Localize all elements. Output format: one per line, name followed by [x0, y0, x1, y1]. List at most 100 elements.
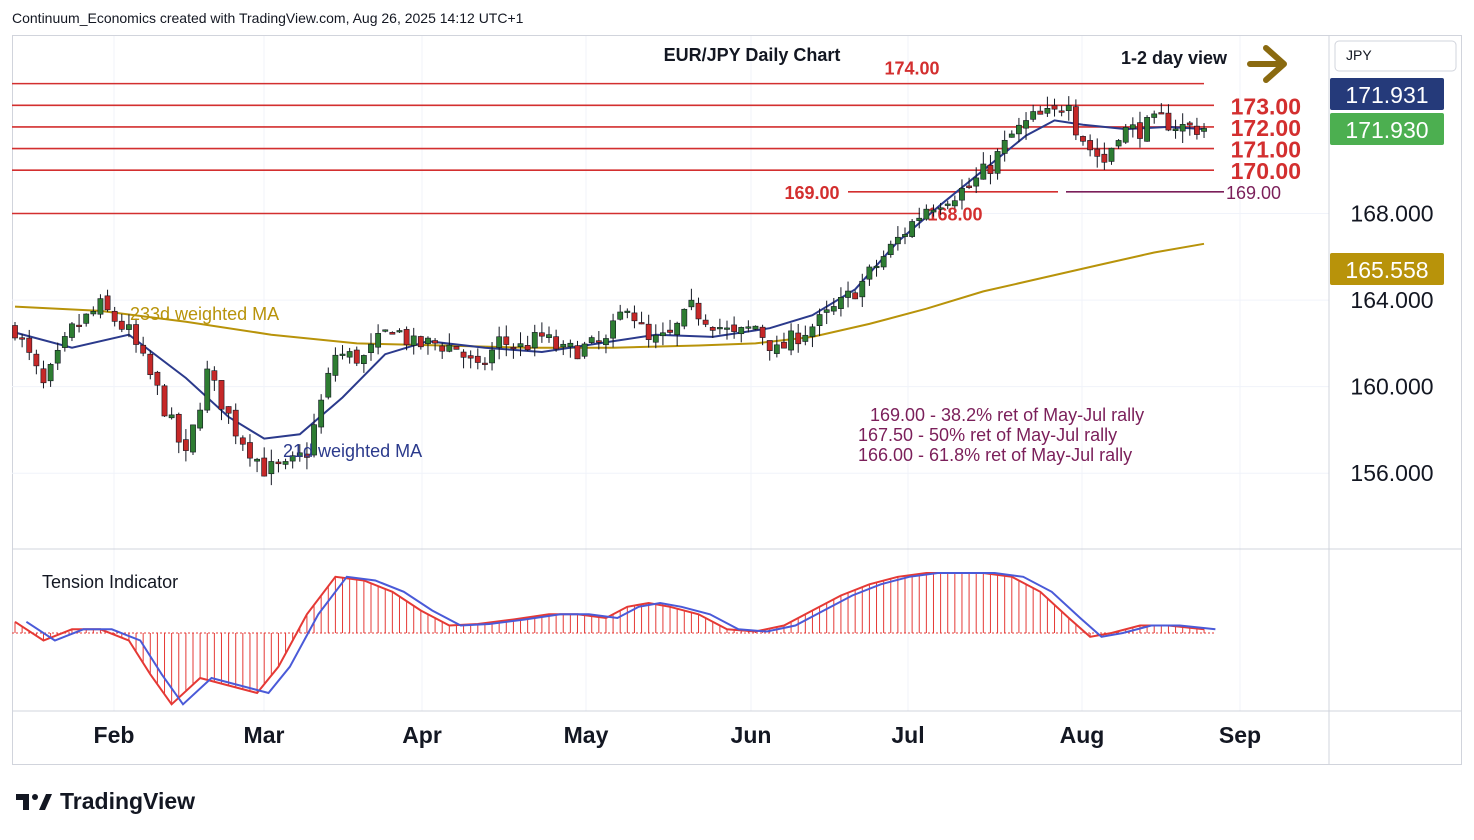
candle-body [688, 299, 695, 308]
candle-body [951, 200, 958, 207]
candle-body [375, 333, 382, 348]
candle-body [304, 453, 310, 458]
svg-text:171.930: 171.930 [1345, 117, 1428, 143]
candle-body [1144, 117, 1150, 142]
retracement-line-2: 167.50 - 50% ret of May-Jul rally [858, 425, 1117, 445]
candle-body [916, 217, 923, 221]
x-tick-label: Apr [402, 722, 442, 748]
candle-body [425, 337, 431, 345]
candle-body [403, 329, 410, 346]
level-label: 172.00 [1231, 115, 1301, 141]
candle-body [966, 185, 972, 188]
candle-body [830, 306, 837, 312]
candle-body [1194, 125, 1200, 135]
candle-body [40, 368, 47, 384]
chart-frame [12, 35, 1462, 765]
candle-body [716, 327, 723, 330]
y-tick-label: 164.000 [1350, 287, 1433, 313]
candle-body [652, 334, 659, 343]
candle-body [311, 424, 317, 456]
candle-body [702, 319, 709, 325]
candle-body [752, 325, 759, 330]
candle-body [674, 322, 681, 335]
badge-ma233-price: 165.558 [1330, 253, 1444, 285]
candle-body [1108, 147, 1115, 162]
candle-body [667, 329, 673, 333]
tradingview-logo-text: TradingView [60, 788, 196, 814]
candle-body [880, 256, 887, 268]
candle-body [26, 337, 33, 353]
candle-body [638, 322, 645, 325]
candle-body [460, 351, 467, 358]
candle-body [987, 164, 994, 174]
candle-body [546, 334, 552, 338]
candle-body [581, 343, 588, 357]
candle-body [866, 266, 873, 280]
candle-body [232, 409, 239, 437]
candle-body [482, 362, 488, 365]
x-tick-label: Jun [731, 722, 772, 748]
candle-body [360, 355, 367, 364]
candle-body [553, 336, 560, 350]
candle-body [261, 457, 268, 477]
candle-body [745, 326, 752, 329]
candle-body [645, 323, 652, 340]
support-resistance-levels: 174.00173.00172.00171.00170.00168.00169.… [12, 59, 1301, 224]
ma21-line [14, 119, 1205, 440]
tension-line [14, 572, 1205, 706]
candle-body [524, 345, 531, 351]
candle-body [318, 399, 325, 428]
tradingview-logo-icon [16, 793, 52, 810]
candle-body [389, 332, 396, 335]
candle-body [1101, 153, 1108, 163]
y-tick-label: 160.000 [1350, 374, 1433, 400]
candle-body [54, 349, 61, 364]
candle-body [204, 368, 211, 411]
candle-body [709, 327, 716, 331]
candle-body [624, 310, 631, 313]
candle-body [695, 302, 702, 320]
candle-body [140, 344, 147, 354]
axes: 168.000 164.000 160.000 156.000 Feb Mar Apr May… [12, 36, 1462, 765]
candle-body [567, 342, 574, 348]
candle-body [1044, 107, 1051, 114]
candle-body [1201, 128, 1207, 132]
chart-title: EUR/JPY Daily Chart [664, 45, 841, 65]
x-tick-label: Aug [1060, 722, 1105, 748]
candle-body [1016, 124, 1022, 135]
candle-body [161, 385, 168, 417]
retracement-line-1: 169.00 - 38.2% ret of May-Jul rally [870, 405, 1144, 425]
candle-body [496, 336, 503, 348]
candle-body [168, 414, 175, 419]
candle-body [1023, 120, 1029, 129]
candle-body [1115, 140, 1122, 147]
candle-body [396, 330, 403, 333]
candle-body [97, 298, 104, 315]
candle-body [560, 343, 567, 348]
candle-body [90, 311, 97, 315]
candle-body [588, 337, 595, 343]
tradingview-logo[interactable]: TradingView [14, 788, 195, 815]
candle-body [887, 243, 894, 255]
candle-body [247, 442, 253, 459]
candle-body [1151, 113, 1158, 118]
candle-body [1058, 110, 1065, 113]
candle-body [930, 209, 937, 213]
candle-body [182, 439, 189, 451]
currency-box[interactable] [1334, 40, 1457, 72]
ma233-line [14, 242, 1205, 349]
candle-body [382, 329, 389, 332]
level-label-169: 169.00 [784, 183, 839, 203]
candle-body [19, 337, 26, 340]
candle-body [33, 353, 40, 367]
candle-body [368, 343, 374, 354]
candle-body [1094, 148, 1101, 157]
candle-body [838, 297, 844, 309]
candle-body [353, 349, 360, 364]
x-tick-label: Mar [244, 722, 285, 748]
candle-body [69, 323, 75, 338]
candle-body [1122, 126, 1129, 143]
candle-body [845, 290, 851, 298]
candle-body [766, 340, 773, 351]
